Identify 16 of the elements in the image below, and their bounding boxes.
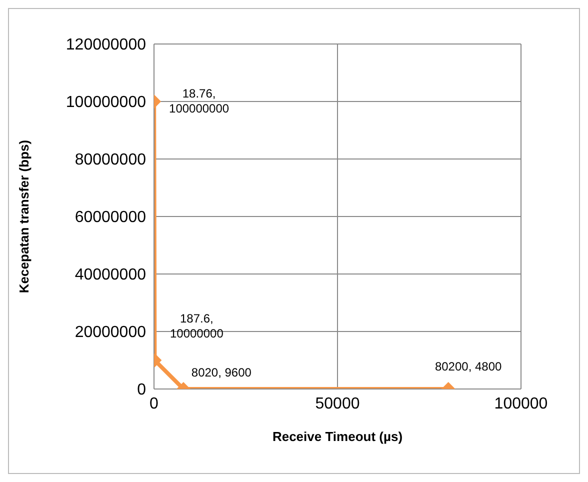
x-tick-label: 0 [150,395,159,412]
data-label: 8020, 9600 [191,365,252,380]
x-tick-label: 50000 [315,395,360,412]
y-tick-label: 20000000 [74,324,146,342]
x-tick-label: 100000 [494,395,548,412]
y-axis-title: Kecepatan transfer (bps) [16,140,32,294]
data-label: 18.76, 100000000 [169,86,230,116]
data-label: 80200, 4800 [434,359,502,374]
x-axis-title: Receive Timeout (µs) [272,429,403,444]
y-tick-label: 80000000 [74,152,146,169]
y-tick-label: 120000000 [66,36,146,54]
y-tick-label: 60000000 [74,209,146,226]
y-tick-label: 40000000 [74,266,146,284]
data-label: 187.6, 10000000 [170,311,224,340]
y-tick-label: 100000000 [66,94,146,112]
y-tick-label: 0 [137,382,146,399]
